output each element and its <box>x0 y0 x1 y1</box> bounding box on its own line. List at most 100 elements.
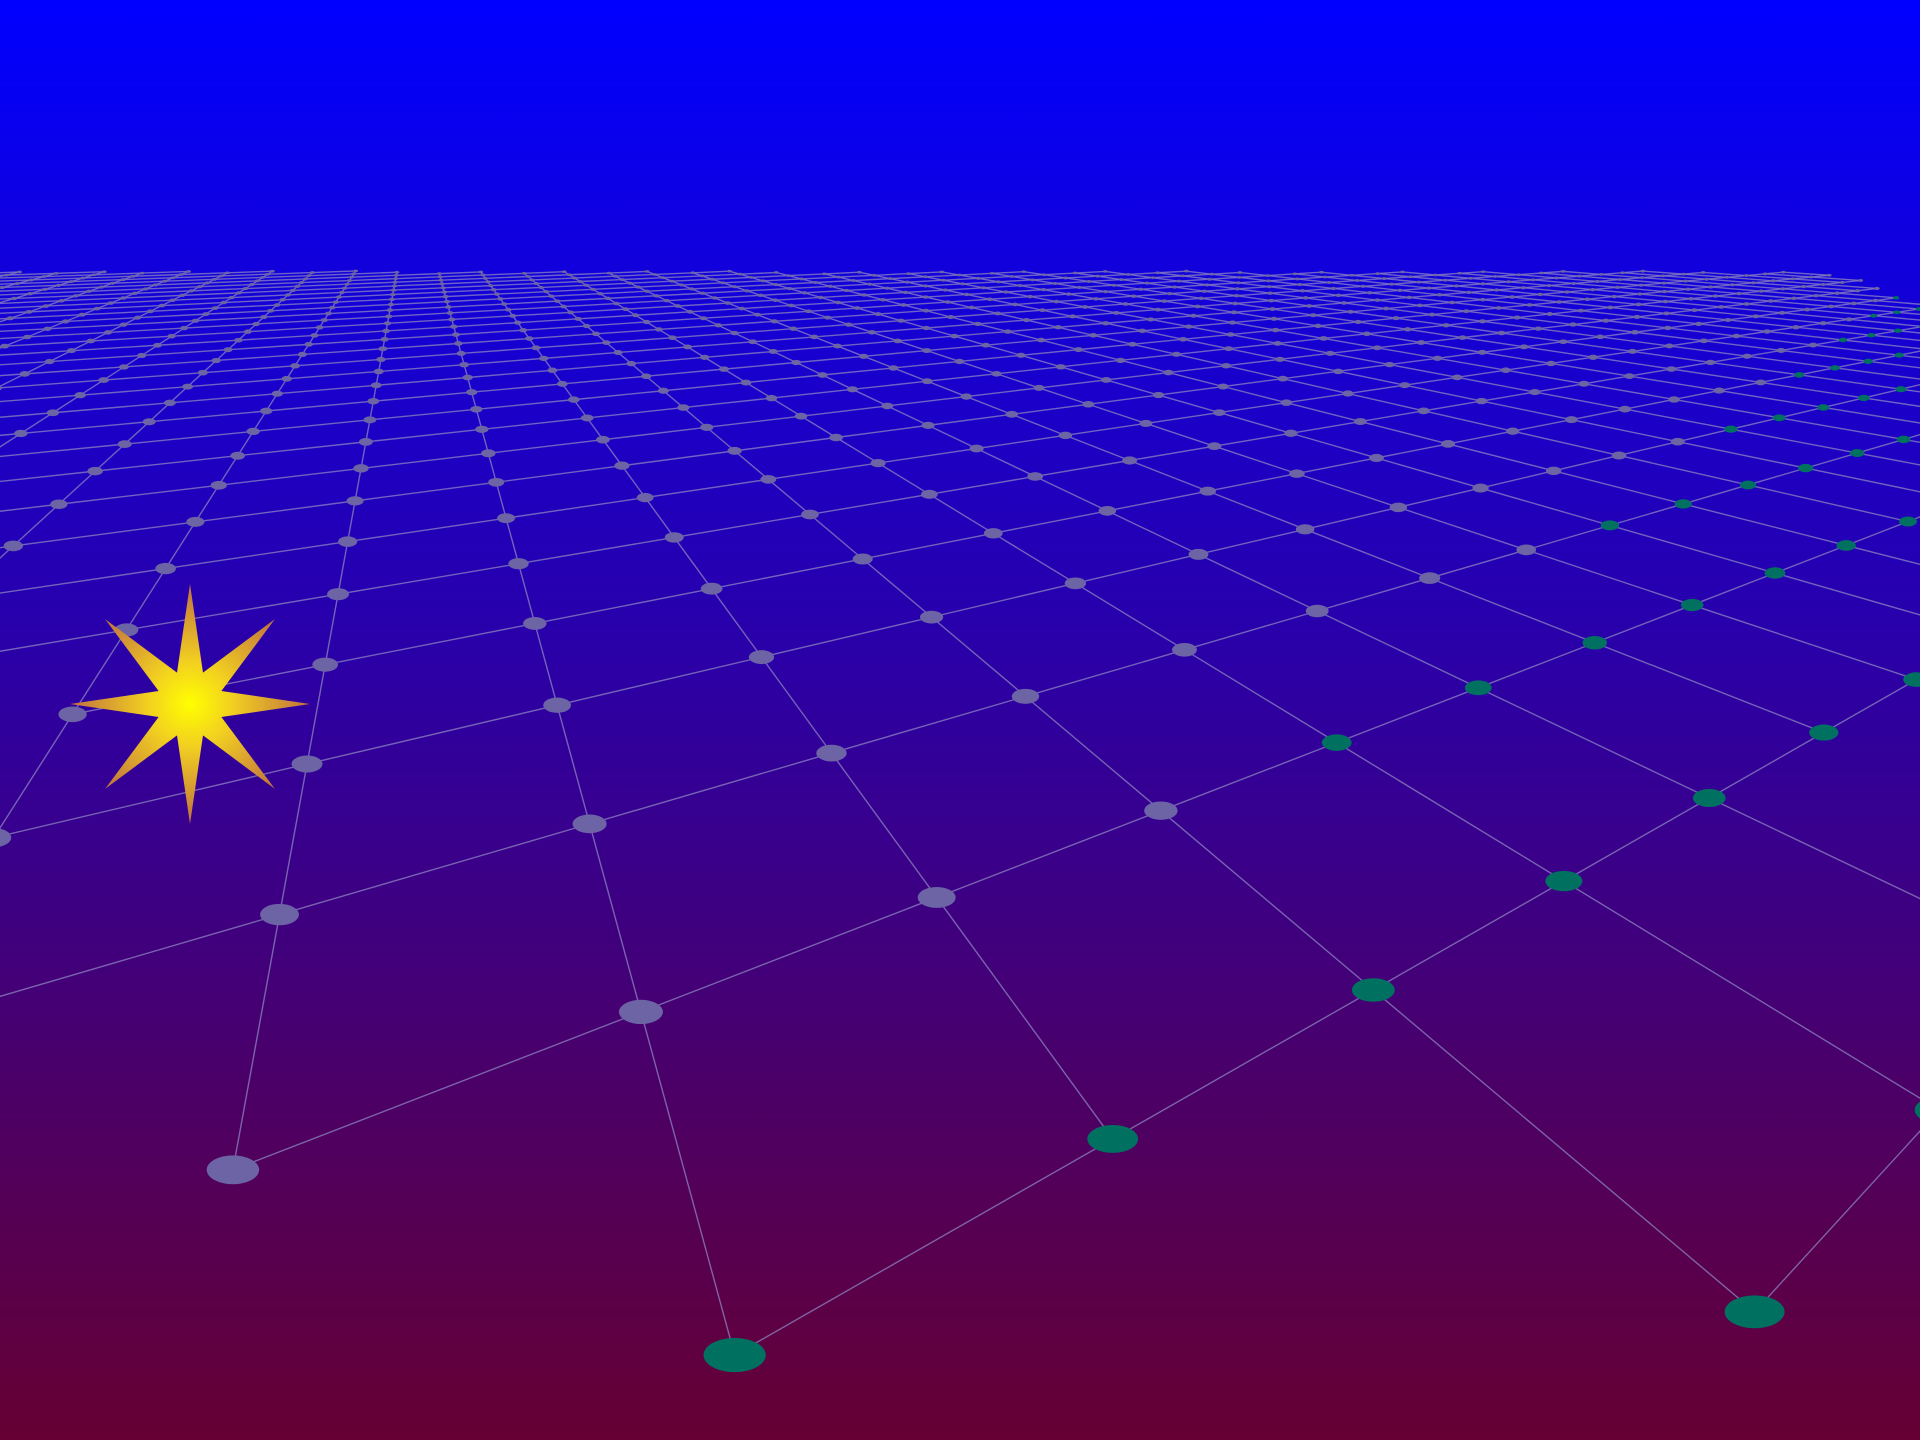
grid-line <box>1863 397 1920 408</box>
gray-node <box>1453 284 1460 288</box>
grid-line <box>775 296 821 301</box>
grid-line <box>663 275 703 279</box>
gray-node <box>1570 281 1577 285</box>
grid-line <box>238 289 293 294</box>
grid-line <box>1634 331 1705 342</box>
grid-line <box>1710 355 1748 364</box>
grid-line <box>1226 358 1281 367</box>
grid-line <box>540 284 587 289</box>
gray-node <box>50 499 68 509</box>
grid-line <box>1198 528 1306 556</box>
grid-line <box>814 331 872 338</box>
grid-line <box>931 616 1026 697</box>
grid-line <box>0 470 96 483</box>
grid-line <box>1157 272 1183 277</box>
grid-line <box>47 323 124 330</box>
grid-line <box>165 540 348 570</box>
grid-line <box>1011 403 1089 416</box>
gray-node <box>660 276 666 280</box>
grid-line <box>184 323 257 329</box>
grid-line <box>809 513 864 560</box>
grid-line <box>1376 443 1449 459</box>
gray-node <box>994 311 1002 316</box>
grid-line <box>1129 459 1209 492</box>
gray-node <box>1526 303 1533 307</box>
gray-node <box>1596 334 1605 340</box>
grid-line <box>681 282 724 286</box>
gray-node <box>378 346 388 352</box>
grid-line <box>1377 347 1438 359</box>
grid-line <box>1580 306 1611 312</box>
grid-line <box>324 594 339 665</box>
grid-line <box>31 277 83 281</box>
grid-line <box>1783 271 1830 276</box>
gray-node <box>1266 285 1273 289</box>
grid-line <box>1781 349 1869 363</box>
grid-line <box>886 285 926 289</box>
grid-line <box>1526 524 1611 551</box>
grid-line <box>672 332 735 339</box>
gray-node <box>169 298 176 302</box>
grid-line <box>1271 297 1306 302</box>
grid-line <box>1239 274 1268 279</box>
grid-line <box>1685 280 1733 286</box>
gray-node <box>669 279 675 283</box>
gray-node <box>439 282 445 286</box>
grid-line <box>1583 375 1630 385</box>
grid-line <box>1793 297 1854 305</box>
grid-line <box>1563 336 1601 343</box>
gray-node <box>441 290 448 294</box>
grid-line <box>1222 385 1287 404</box>
grid-line <box>232 1011 642 1171</box>
gray-node <box>529 278 535 282</box>
grid-line <box>976 434 1066 450</box>
gray-node <box>1776 347 1786 353</box>
gray-node <box>442 294 449 299</box>
grid-line <box>1447 443 1554 472</box>
grid-line <box>563 302 617 308</box>
grid-line <box>671 278 713 282</box>
grid-line <box>741 304 792 310</box>
grid-line <box>857 304 904 309</box>
gray-node <box>1555 300 1563 304</box>
grid-line <box>2 284 59 289</box>
gray-node <box>1322 275 1328 279</box>
grid-line <box>1347 384 1405 395</box>
gray-node <box>1072 271 1078 275</box>
grid-line <box>727 299 776 304</box>
gray-node <box>748 650 775 665</box>
grid-line <box>602 426 707 441</box>
grid-line <box>1317 321 1359 327</box>
gray-node <box>320 318 328 323</box>
grid-line <box>56 271 105 275</box>
gray-node <box>312 657 339 672</box>
grid-line <box>267 271 313 275</box>
grid-line <box>702 273 740 277</box>
grid-line <box>977 323 1008 333</box>
grid-line <box>1593 350 1633 358</box>
gray-node <box>1577 308 1585 313</box>
grid-line <box>1184 610 1318 651</box>
grid-line <box>1795 322 1824 328</box>
gray-node <box>1803 307 1811 312</box>
grid-line <box>150 307 216 313</box>
grid-line <box>1377 299 1420 307</box>
gray-node <box>93 306 101 311</box>
gray-node <box>709 277 715 281</box>
grid-line <box>1056 300 1086 308</box>
grid-line <box>1075 272 1098 277</box>
grid-line <box>123 359 217 368</box>
grid-line <box>1868 354 1900 363</box>
grid-line <box>306 664 326 765</box>
gray-node <box>519 327 528 333</box>
gray-node <box>844 322 853 327</box>
grid-line <box>347 281 396 285</box>
gray-node <box>167 333 176 339</box>
gray-node <box>1081 305 1089 309</box>
gray-node <box>223 347 233 353</box>
gray-node <box>1382 306 1390 311</box>
gray-node <box>273 303 281 307</box>
grid-line <box>751 274 789 279</box>
gray-node <box>980 286 987 290</box>
gray-node <box>612 274 618 278</box>
